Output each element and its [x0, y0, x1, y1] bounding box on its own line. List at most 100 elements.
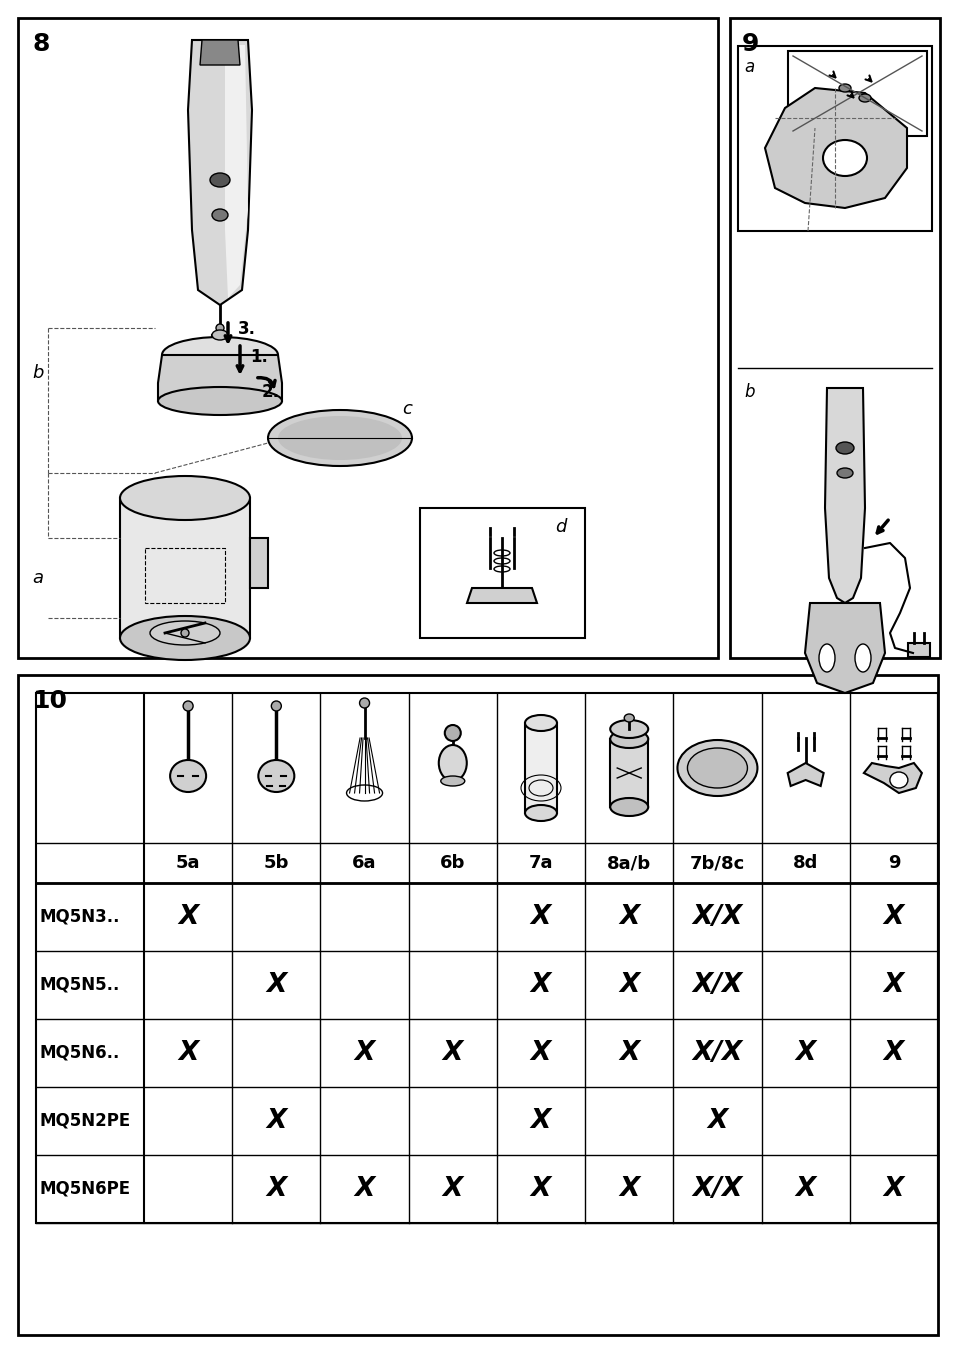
Text: d: d	[555, 518, 566, 535]
Ellipse shape	[212, 210, 228, 220]
Text: a: a	[32, 569, 43, 587]
Ellipse shape	[854, 644, 870, 672]
Ellipse shape	[162, 337, 277, 373]
Text: a: a	[743, 58, 754, 76]
Text: b: b	[743, 383, 754, 402]
Text: X: X	[354, 1176, 375, 1202]
Text: 9: 9	[886, 854, 900, 872]
Text: X: X	[354, 1040, 375, 1065]
Text: X: X	[882, 1176, 903, 1202]
Ellipse shape	[610, 798, 647, 817]
Text: 7a: 7a	[528, 854, 553, 872]
Polygon shape	[804, 603, 884, 694]
Text: X: X	[530, 1109, 551, 1134]
Polygon shape	[467, 588, 537, 603]
Bar	[36, 694, 937, 1224]
Text: X: X	[530, 972, 551, 998]
Polygon shape	[188, 41, 252, 306]
Ellipse shape	[818, 644, 834, 672]
Bar	[729, 18, 939, 658]
Text: X/X: X/X	[692, 972, 741, 998]
Bar	[907, 644, 929, 657]
Text: MQ5N3..: MQ5N3..	[40, 909, 120, 926]
Text: X: X	[618, 1176, 639, 1202]
Text: X/X: X/X	[692, 1176, 741, 1202]
Bar	[18, 675, 937, 1334]
Ellipse shape	[268, 410, 412, 466]
Ellipse shape	[183, 700, 193, 711]
Text: X: X	[530, 904, 551, 930]
Ellipse shape	[835, 442, 853, 454]
Text: X: X	[178, 904, 198, 930]
Text: X: X	[795, 1040, 815, 1065]
Text: 7b/8c: 7b/8c	[689, 854, 744, 872]
Text: X: X	[882, 1040, 903, 1065]
Ellipse shape	[258, 760, 294, 792]
Text: X: X	[795, 1176, 815, 1202]
Bar	[610, 740, 647, 807]
Text: 2.: 2.	[262, 383, 280, 402]
Ellipse shape	[215, 324, 224, 333]
Text: X/X: X/X	[692, 904, 741, 930]
Text: 6a: 6a	[352, 854, 376, 872]
Ellipse shape	[889, 772, 907, 788]
Text: c: c	[401, 400, 412, 418]
Ellipse shape	[181, 629, 189, 637]
Text: X: X	[882, 904, 903, 930]
Text: 1.: 1.	[250, 347, 268, 366]
Text: 6b: 6b	[439, 854, 465, 872]
Ellipse shape	[170, 760, 206, 792]
Ellipse shape	[822, 141, 866, 176]
Text: 8a/b: 8a/b	[606, 854, 651, 872]
Bar	[524, 723, 557, 813]
Bar	[145, 548, 225, 603]
Polygon shape	[158, 356, 282, 402]
Ellipse shape	[212, 330, 228, 339]
Text: X: X	[266, 972, 286, 998]
Polygon shape	[824, 388, 864, 603]
Ellipse shape	[158, 387, 282, 415]
Ellipse shape	[120, 476, 250, 521]
Text: X: X	[618, 972, 639, 998]
Ellipse shape	[210, 173, 230, 187]
Ellipse shape	[440, 776, 464, 786]
Text: 8: 8	[32, 32, 50, 55]
Text: b: b	[32, 364, 43, 383]
Bar	[738, 46, 931, 231]
Polygon shape	[787, 763, 822, 786]
Text: MQ5N2PE: MQ5N2PE	[40, 1111, 132, 1130]
Text: X: X	[706, 1109, 727, 1134]
Bar	[419, 508, 584, 638]
Polygon shape	[225, 45, 248, 297]
Polygon shape	[863, 763, 921, 794]
Polygon shape	[200, 41, 240, 65]
Ellipse shape	[836, 468, 852, 479]
Ellipse shape	[438, 745, 466, 781]
Ellipse shape	[838, 84, 850, 92]
Text: X: X	[266, 1109, 286, 1134]
Text: 3.: 3.	[237, 320, 255, 338]
Text: X: X	[266, 1176, 286, 1202]
Ellipse shape	[677, 740, 757, 796]
Bar	[120, 498, 250, 638]
Text: X/X: X/X	[692, 1040, 741, 1065]
Ellipse shape	[277, 416, 401, 460]
Ellipse shape	[687, 748, 746, 788]
Text: X: X	[530, 1176, 551, 1202]
Text: X: X	[442, 1176, 462, 1202]
Ellipse shape	[120, 617, 250, 660]
Text: MQ5N6PE: MQ5N6PE	[40, 1180, 131, 1198]
Text: MQ5N6..: MQ5N6..	[40, 1044, 120, 1063]
Bar	[18, 18, 718, 658]
Ellipse shape	[610, 721, 647, 738]
Bar	[787, 51, 926, 137]
Text: X: X	[178, 1040, 198, 1065]
Text: X: X	[618, 1040, 639, 1065]
Ellipse shape	[524, 715, 557, 731]
Bar	[250, 538, 268, 588]
Text: 8d: 8d	[792, 854, 818, 872]
Text: 9: 9	[741, 32, 759, 55]
Ellipse shape	[858, 95, 870, 101]
Text: X: X	[882, 972, 903, 998]
Text: X: X	[618, 904, 639, 930]
